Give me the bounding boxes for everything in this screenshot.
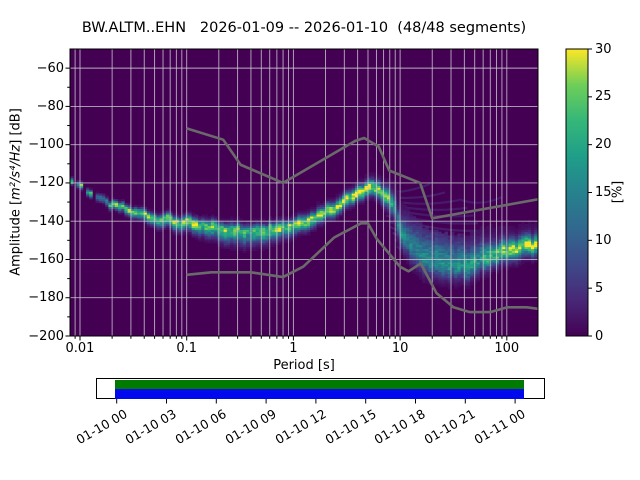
y-tick-label: −80 xyxy=(36,98,64,114)
colorbar-label: [%] xyxy=(610,180,626,204)
x-tick-label: 10 xyxy=(391,341,409,356)
colorbar-tick-label: 15 xyxy=(595,185,612,200)
plot-title: BW.ALTM..EHN 2026-01-09 -- 2026-01-10 (4… xyxy=(81,20,527,36)
x-tick-label: 1 xyxy=(289,341,298,356)
y-tick-label: −180 xyxy=(28,290,64,306)
timeline-coverage-bar-green xyxy=(115,380,524,389)
colorbar-tick-label: 25 xyxy=(595,89,612,105)
y-tick-label: −140 xyxy=(28,213,64,229)
y-tick-label: −120 xyxy=(28,175,64,191)
y-tick-label: −160 xyxy=(28,251,64,267)
y-tick-label: −60 xyxy=(36,60,64,76)
x-tick-label: 100 xyxy=(494,341,520,356)
timeline-coverage-bar-blue xyxy=(115,388,524,399)
x-tick-label: 0.1 xyxy=(176,341,198,356)
timeline-box xyxy=(96,378,545,399)
y-axis-label: Amplitude [m²/s⁴/Hz] [dB] xyxy=(9,108,24,276)
colorbar-tick-label: 20 xyxy=(595,137,612,153)
colorbar-tick-label: 10 xyxy=(595,232,612,248)
x-axis-label: Period [s] xyxy=(273,358,335,373)
colorbar-tick-label: 30 xyxy=(595,41,612,57)
x-tick-label: 0.01 xyxy=(65,341,95,356)
colorbar-tick-label: 0 xyxy=(595,328,604,344)
y-axis-label-math: m²/s⁴/Hz xyxy=(8,144,24,200)
y-tick-label: −200 xyxy=(28,328,64,344)
colorbar-tick-label: 5 xyxy=(595,280,604,296)
y-tick-label: −100 xyxy=(28,137,64,153)
